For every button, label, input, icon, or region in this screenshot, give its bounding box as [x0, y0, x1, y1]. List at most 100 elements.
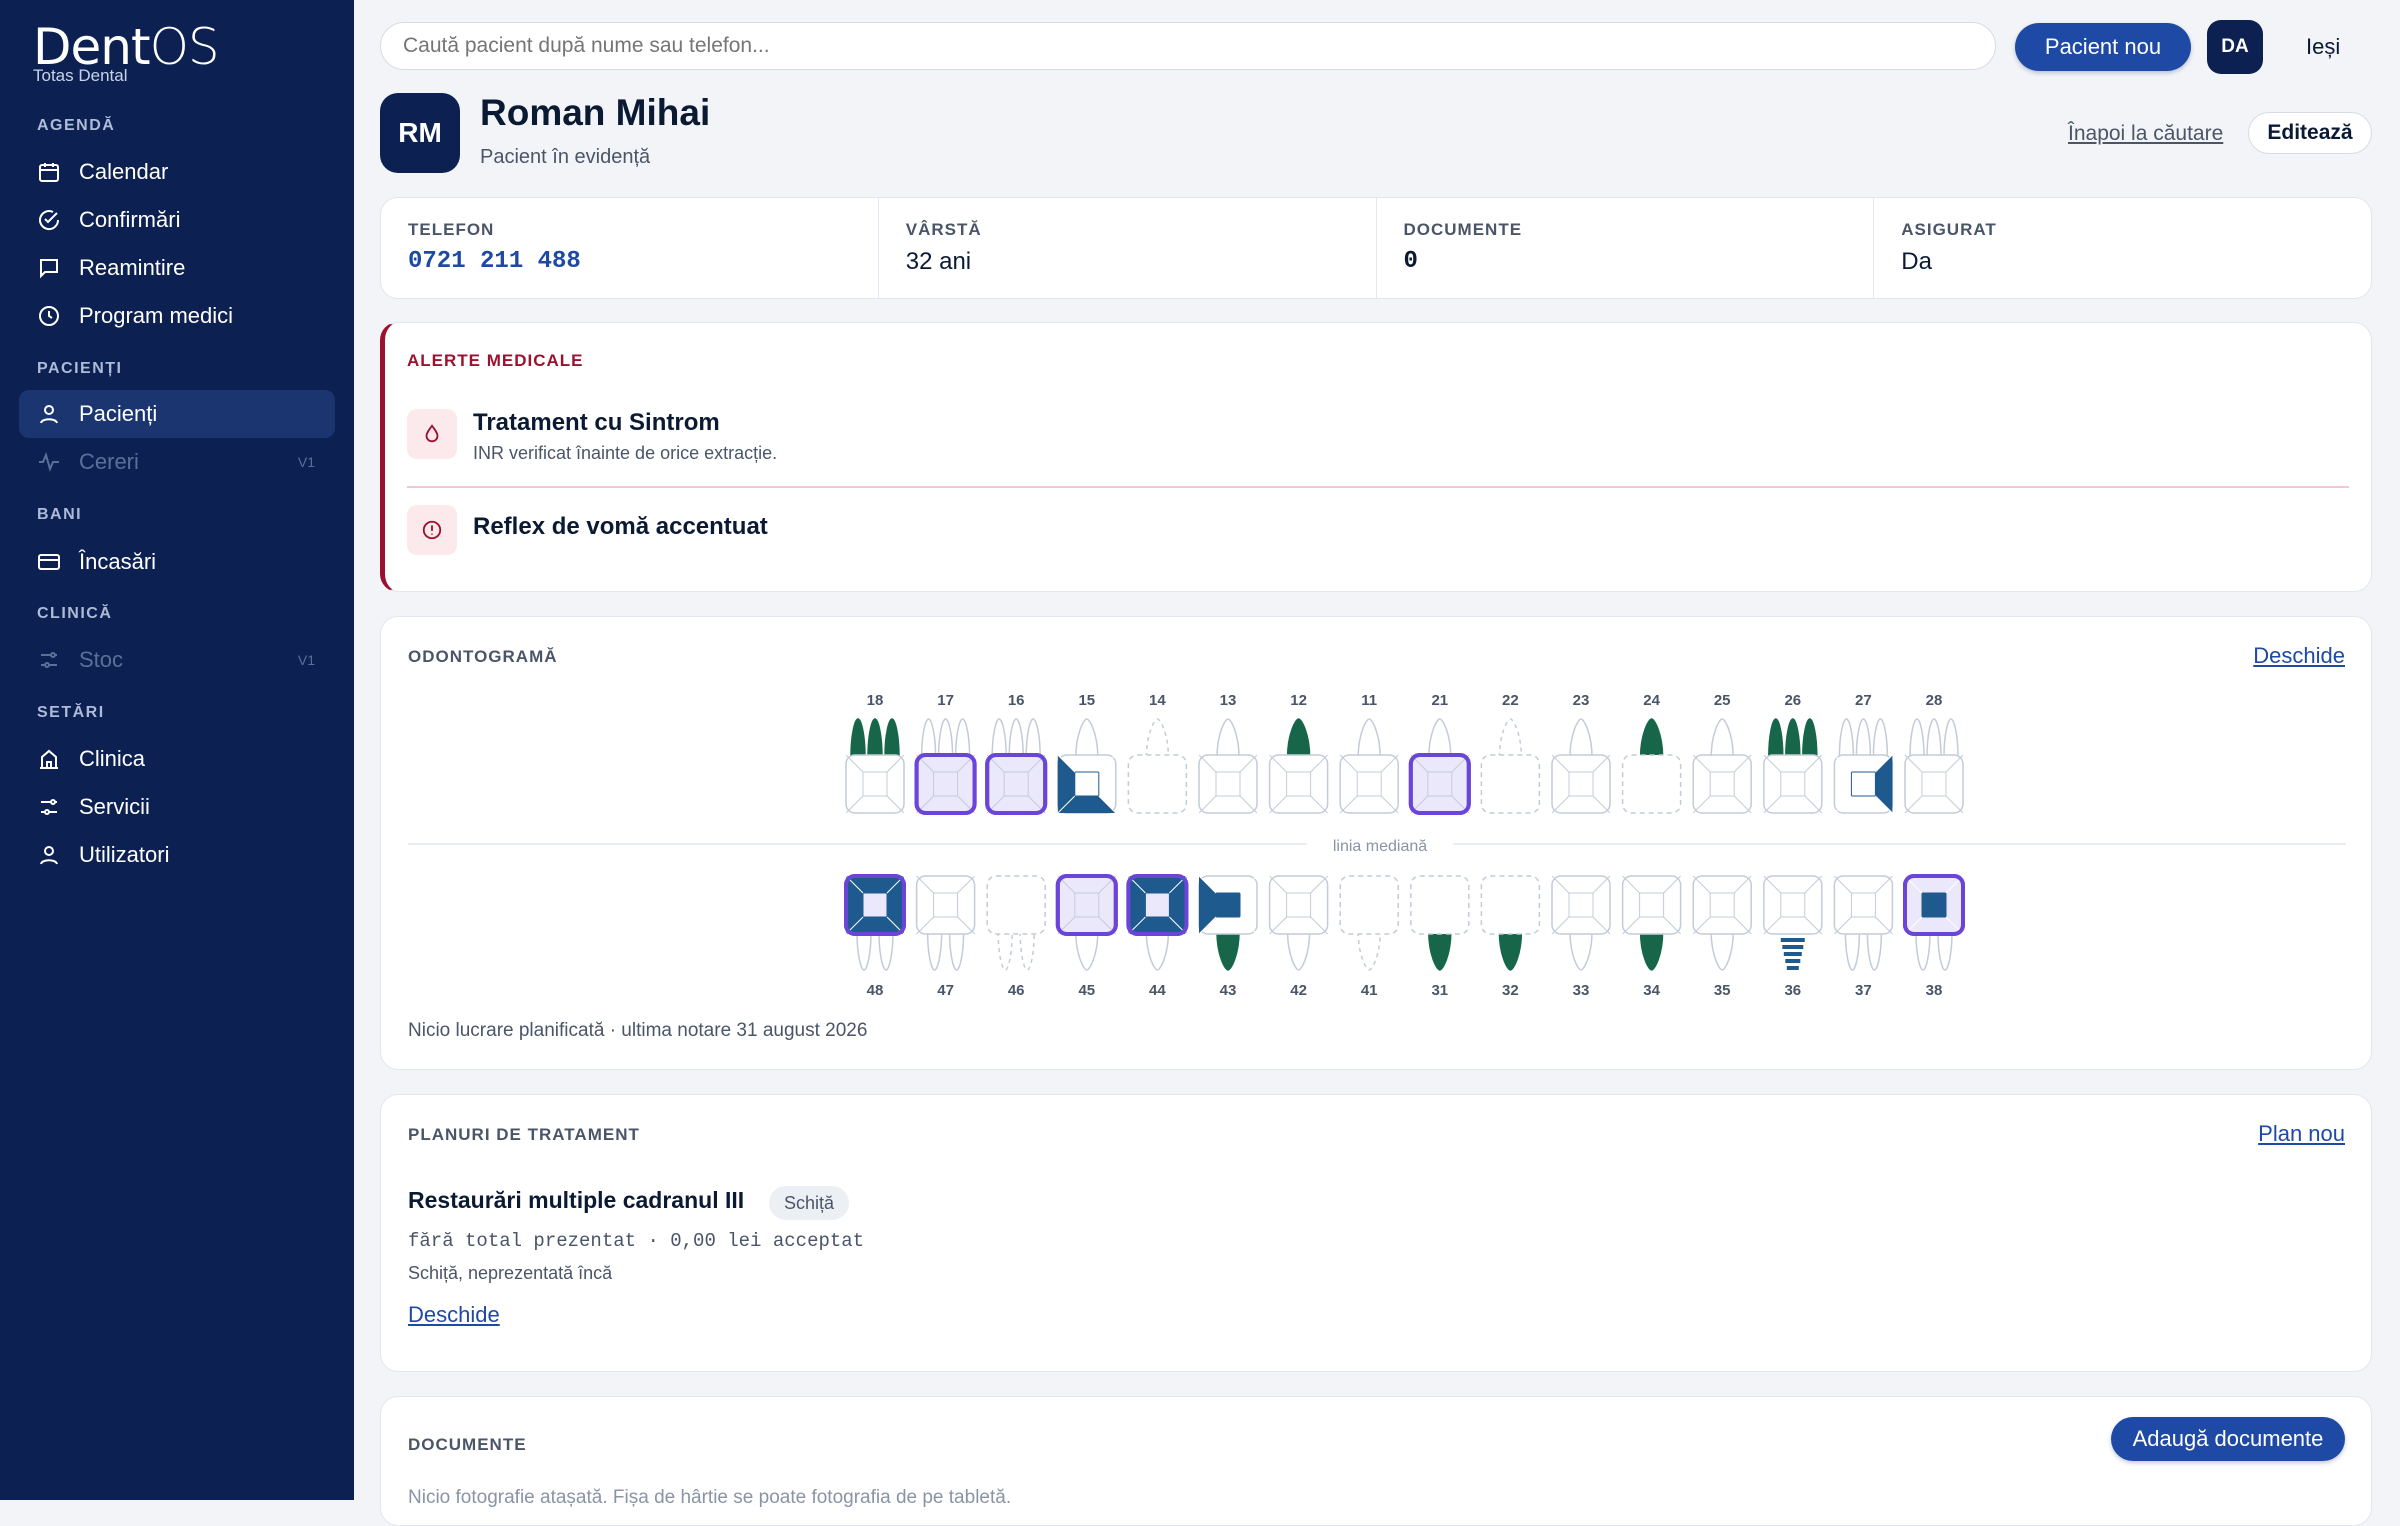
- implant-thread: [1782, 945, 1804, 949]
- tooth-surface: [1780, 771, 1806, 797]
- sidebar-item-incasari[interactable]: Încasări: [19, 538, 335, 586]
- search-input[interactable]: [380, 22, 1996, 70]
- tooth-root: [1286, 718, 1311, 758]
- open-odontogram-link[interactable]: Deschide: [2253, 643, 2345, 668]
- tooth-edge: [1875, 754, 1893, 773]
- tooth-root: [856, 931, 872, 971]
- tooth-23[interactable]: 23: [1551, 692, 1611, 814]
- tooth-21[interactable]: 21: [1408, 692, 1471, 815]
- tooth-edge: [1310, 875, 1328, 894]
- sidebar-item-clinica[interactable]: Clinica: [19, 735, 335, 783]
- tooth-edge: [1875, 875, 1893, 894]
- planned-outline: [1126, 874, 1189, 936]
- sidebar-item-cereri[interactable]: Cereri V1: [19, 438, 335, 486]
- sidebar-item-label: Program medici: [79, 303, 234, 328]
- tooth-37[interactable]: 37: [1833, 875, 1894, 999]
- tooth-root: [1872, 718, 1889, 758]
- tooth-crown: [1480, 754, 1541, 814]
- tooth-45[interactable]: 45: [1055, 874, 1118, 999]
- tooth-edge: [886, 795, 905, 814]
- tooth-26[interactable]: 26: [1763, 692, 1823, 814]
- tooth-16[interactable]: 16: [985, 692, 1048, 815]
- medical-alerts-card: ALERTE MEDICALE Tratament cu Sintrom INR…: [380, 322, 2372, 592]
- sidebar-item-program-medici[interactable]: Program medici: [19, 292, 335, 340]
- tooth-number: 21: [1431, 692, 1448, 709]
- tooth-31[interactable]: 31: [1410, 875, 1470, 999]
- tooth-46[interactable]: 46: [986, 875, 1046, 999]
- edit-button[interactable]: Editează: [2248, 112, 2372, 154]
- tooth-25[interactable]: 25: [1692, 692, 1752, 814]
- tooth-33[interactable]: 33: [1551, 875, 1611, 999]
- open-plan-link[interactable]: Deschide: [408, 1302, 500, 1327]
- tooth-edge: [1239, 875, 1258, 894]
- tooth-number: 37: [1855, 982, 1872, 999]
- tooth-root: [1008, 718, 1024, 758]
- tooth-filling: [1169, 876, 1187, 934]
- documents-empty-text: Nicio fotografie atașată. Fișa de hârtie…: [408, 1487, 1012, 1508]
- sidebar-item-pacienti[interactable]: Pacienți: [19, 390, 335, 438]
- tooth-22[interactable]: 22: [1480, 692, 1541, 814]
- phone-value[interactable]: 0721 211 488: [408, 248, 581, 275]
- tooth-18[interactable]: 18: [845, 692, 905, 814]
- tooth-41[interactable]: 41: [1339, 875, 1399, 999]
- new-plan-link[interactable]: Plan nou: [2258, 1121, 2345, 1146]
- plan-totals: fără total prezentat · 0,00 lei acceptat: [408, 1230, 865, 1252]
- tooth-12[interactable]: 12: [1268, 692, 1329, 814]
- back-to-search-link[interactable]: Înapoi la căutare: [2068, 122, 2224, 145]
- tooth-14[interactable]: 14: [1127, 692, 1188, 814]
- tooth-48[interactable]: 48: [844, 874, 906, 999]
- tooth-number: 38: [1926, 982, 1943, 999]
- tooth-43[interactable]: 43: [1198, 875, 1258, 999]
- sidebar-item-stoc[interactable]: Stoc V1: [19, 636, 335, 684]
- tooth-number: 35: [1714, 982, 1731, 999]
- sidebar-item-confirmari[interactable]: Confirmări: [19, 196, 335, 244]
- tooth-35[interactable]: 35: [1692, 875, 1752, 999]
- sidebar-item-servicii[interactable]: Servicii: [19, 783, 335, 831]
- activity-icon: [37, 450, 61, 474]
- tooth-15[interactable]: 15: [1057, 692, 1117, 814]
- tooth-edge: [1733, 795, 1752, 814]
- tooth-root: [1075, 931, 1099, 971]
- plan-note: Schiță, neprezentată încă: [408, 1263, 613, 1283]
- tooth-root: [1838, 718, 1855, 758]
- tooth-11[interactable]: 11: [1339, 692, 1399, 814]
- tooth-edge: [1692, 754, 1711, 773]
- tooth-number: 16: [1008, 692, 1025, 709]
- tooth-44[interactable]: 44: [1126, 874, 1189, 999]
- user-avatar[interactable]: DA: [2207, 20, 2263, 74]
- app-logo[interactable]: DentOS: [33, 18, 220, 76]
- sidebar-item-utilizatori[interactable]: Utilizatori: [19, 831, 335, 879]
- info-documents: DOCUMENTE 0: [1377, 198, 1875, 298]
- tooth-42[interactable]: 42: [1268, 875, 1329, 999]
- tooth-27[interactable]: 27: [1833, 692, 1894, 814]
- alert-title: Reflex de vomă accentuat: [473, 513, 768, 540]
- tooth-13[interactable]: 13: [1198, 692, 1258, 814]
- sidebar-item-calendar[interactable]: Calendar: [19, 148, 335, 196]
- tooth-32[interactable]: 32: [1480, 875, 1541, 999]
- tooth-47[interactable]: 47: [915, 875, 976, 999]
- sidebar-item-reamintire[interactable]: Reamintire: [19, 244, 335, 292]
- odontogram-footer: Nicio lucrare planificată · ultima notar…: [408, 1020, 868, 1041]
- tooth-root: [948, 931, 965, 971]
- tooth-24[interactable]: 24: [1621, 692, 1682, 814]
- tooth-36[interactable]: 36: [1763, 875, 1823, 999]
- tooth-surface: [1921, 892, 1947, 918]
- tooth-crown: [1339, 875, 1399, 935]
- tooth-number: 25: [1714, 692, 1731, 709]
- main-content: Pacient nou DA Ieși RM Roman Mihai Pacie…: [354, 0, 2400, 1526]
- alert-title: Tratament cu Sintrom: [473, 409, 720, 436]
- tooth-38[interactable]: 38: [1903, 874, 1965, 999]
- tooth-34[interactable]: 34: [1621, 875, 1682, 999]
- odontogram-chart[interactable]: linia mediană 18 17 16 15 14 13 12 11 21 22 23 24 25…: [381, 617, 2373, 1037]
- new-patient-button[interactable]: Pacient nou: [2015, 23, 2191, 71]
- tooth-number: 11: [1361, 692, 1377, 709]
- tooth-edge: [1592, 795, 1611, 814]
- tooth-17[interactable]: 17: [914, 692, 977, 815]
- tooth-number: 28: [1926, 692, 1943, 709]
- logout-link[interactable]: Ieși: [2306, 34, 2341, 59]
- tooth-surface: [1286, 892, 1312, 918]
- clock-icon: [37, 304, 61, 328]
- plan-name[interactable]: Restaurări multiple cadranul III: [408, 1187, 745, 1213]
- add-documents-button[interactable]: Adaugă documente: [2111, 1417, 2345, 1461]
- tooth-28[interactable]: 28: [1904, 692, 1964, 814]
